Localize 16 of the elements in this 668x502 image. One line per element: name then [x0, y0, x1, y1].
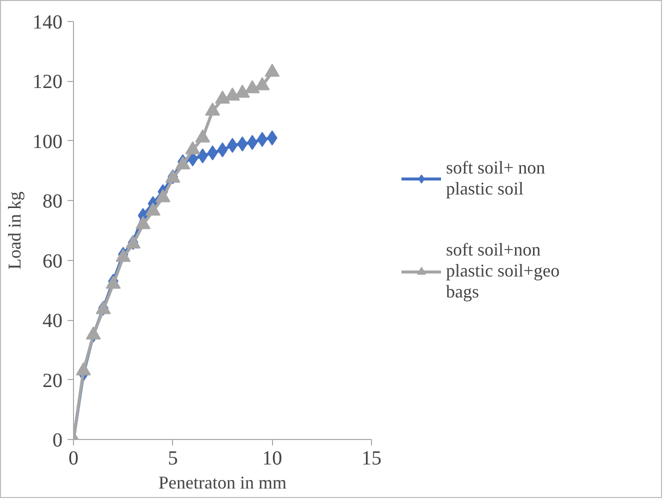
x-tick-label: 0	[68, 448, 78, 470]
legend-label: soft soil+non plastic soil+geo bags	[446, 240, 560, 302]
y-tick-label: 0	[52, 430, 62, 452]
y-tick-label: 20	[42, 370, 62, 392]
x-tick-label: 5	[168, 448, 178, 470]
x-tick-label: 10	[262, 448, 282, 470]
x-tick-label: 15	[362, 448, 382, 470]
y-tick-label: 60	[42, 250, 62, 272]
y-tick-label: 100	[32, 130, 62, 153]
y-tick-label: 80	[42, 190, 62, 213]
y-tick-label: 140	[32, 12, 62, 34]
legend-label: soft soil+ non plastic soil	[446, 158, 546, 200]
y-tick-label: 120	[32, 71, 62, 94]
y-axis-title: Load in kg	[4, 191, 24, 270]
x-axis-title: Penetraton in mm	[158, 472, 286, 492]
y-tick-label: 40	[42, 310, 62, 332]
